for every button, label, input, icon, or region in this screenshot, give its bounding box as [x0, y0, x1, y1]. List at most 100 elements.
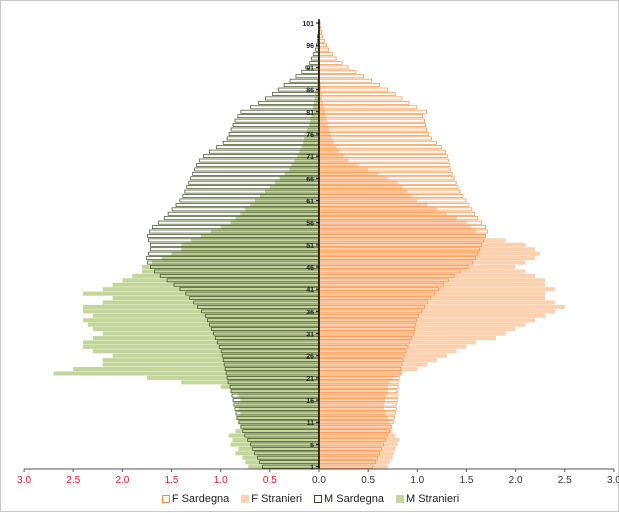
bar-f-stranieri-31	[319, 331, 506, 336]
bar-f-stranieri-65	[319, 180, 398, 185]
age-tick-label: 51	[306, 243, 314, 250]
bar-m-stranieri-66	[279, 176, 319, 181]
bar-m-sardegna-82	[250, 105, 319, 110]
bar-m-stranieri-24	[102, 362, 320, 367]
bar-m-stranieri-62	[260, 193, 319, 199]
bar-m-stranieri-61	[255, 198, 319, 203]
age-tick-label: 66	[306, 176, 314, 183]
bar-f-stranieri-10	[319, 424, 392, 429]
bar-m-sardegna-93	[311, 56, 319, 61]
bar-f-sardegna-95	[319, 47, 329, 52]
bar-f-stranieri-49	[319, 251, 541, 256]
bar-f-stranieri-22	[319, 371, 403, 376]
bar-f-sardegna-87	[319, 83, 380, 88]
bar-m-stranieri-20	[181, 380, 319, 385]
bar-m-stranieri-76	[306, 131, 319, 136]
bar-m-stranieri-26	[112, 353, 319, 358]
bar-f-stranieri-56	[319, 220, 467, 225]
bar-m-stranieri-87	[317, 83, 319, 88]
bar-m-stranieri-28	[83, 344, 319, 349]
bar-m-stranieri-14	[238, 406, 319, 411]
age-tick-label: 1	[310, 465, 314, 472]
x-tick-label: 3.0	[17, 475, 31, 486]
bar-m-stranieri-45	[142, 269, 319, 274]
bar-m-stranieri-52	[191, 238, 319, 243]
legend-swatch-f-stranieri	[241, 495, 250, 503]
age-tick-label: 46	[306, 265, 314, 272]
bar-m-stranieri-53	[201, 233, 319, 238]
bar-m-stranieri-40	[83, 291, 319, 296]
bar-f-stranieri-70	[319, 158, 349, 163]
bar-f-stranieri-35	[319, 313, 546, 318]
bar-f-stranieri-23	[319, 366, 418, 372]
bar-m-stranieri-46	[142, 264, 319, 270]
bar-f-stranieri-54	[319, 229, 477, 234]
bar-m-stranieri-32	[92, 327, 319, 332]
age-tick-label: 56	[306, 221, 314, 228]
bar-f-stranieri-53	[319, 233, 487, 238]
bar-f-sardegna-75	[319, 136, 432, 141]
bar-m-sardegna-83	[258, 100, 319, 105]
bar-f-stranieri-6	[319, 442, 398, 447]
bar-m-stranieri-13	[240, 411, 319, 416]
bar-f-stranieri-57	[319, 216, 457, 221]
legend-item-f-stranieri: F Stranieri	[241, 493, 302, 505]
bar-f-sardegna-78	[319, 123, 427, 127]
bar-m-sardegna-78	[232, 123, 319, 127]
bar-f-stranieri-69	[319, 162, 359, 168]
bar-f-stranieri-38	[319, 300, 555, 305]
bar-m-sardegna-94	[313, 52, 319, 56]
bar-m-stranieri-18	[230, 389, 319, 394]
bar-f-sardegna-88	[319, 78, 372, 83]
bar-f-stranieri-16	[319, 398, 385, 403]
bar-m-stranieri-34	[83, 318, 319, 323]
bar-m-stranieri-72	[299, 149, 319, 154]
x-tick-label: 0.5	[361, 475, 375, 486]
age-tick-label: 61	[306, 198, 314, 205]
bar-f-stranieri-74	[319, 140, 334, 145]
bar-m-stranieri-2	[245, 460, 319, 465]
bar-f-stranieri-29	[319, 340, 477, 345]
bar-f-stranieri-4	[319, 451, 394, 456]
bar-f-sardegna-74	[319, 140, 437, 145]
bar-m-stranieri-44	[132, 273, 319, 278]
age-tick-label: 96	[306, 43, 314, 50]
bar-f-sardegna-96	[319, 43, 327, 48]
bar-m-stranieri-58	[240, 211, 319, 216]
x-tick-label: 0.0	[312, 475, 326, 486]
bar-m-sardegna-87	[283, 83, 319, 88]
age-tick-label: 71	[306, 154, 314, 161]
bar-f-stranieri-58	[319, 211, 447, 216]
bar-f-stranieri-18	[319, 389, 388, 394]
bar-m-stranieri-81	[312, 109, 319, 114]
bar-f-sardegna-91	[319, 65, 349, 70]
bar-f-stranieri-75	[319, 136, 332, 141]
bar-f-stranieri-32	[319, 327, 516, 332]
bar-f-sardegna-73	[319, 145, 442, 150]
bar-m-stranieri-37	[83, 304, 319, 309]
bar-m-stranieri-4	[235, 451, 319, 456]
bar-m-stranieri-50	[181, 247, 319, 252]
legend-label-f-sardegna: F Sardegna	[171, 493, 230, 505]
bar-f-sardegna-84	[319, 96, 403, 101]
bar-m-stranieri-77	[307, 127, 319, 132]
bar-f-stranieri-27	[319, 349, 457, 354]
x-tick-label: 2.0	[115, 475, 129, 486]
bar-f-stranieri-12	[319, 415, 388, 420]
bar-m-stranieri-51	[181, 242, 319, 247]
bar-m-stranieri-8	[228, 433, 319, 438]
bar-m-stranieri-56	[230, 220, 319, 225]
bar-f-sardegna-77	[319, 127, 427, 132]
bar-m-stranieri-42	[112, 282, 319, 287]
legend-label-f-stranieri: F Stranieri	[251, 493, 303, 505]
bar-m-stranieri-55	[220, 225, 319, 230]
bar-m-sardegna-92	[309, 61, 319, 65]
bar-m-stranieri-22	[53, 371, 320, 376]
bar-f-sardegna-97	[319, 38, 325, 43]
bar-m-stranieri-11	[238, 420, 319, 425]
age-tick-label: 36	[306, 309, 314, 316]
bar-f-stranieri-8	[319, 433, 396, 438]
bar-m-stranieri-41	[102, 287, 320, 292]
bar-m-stranieri-7	[232, 437, 319, 443]
